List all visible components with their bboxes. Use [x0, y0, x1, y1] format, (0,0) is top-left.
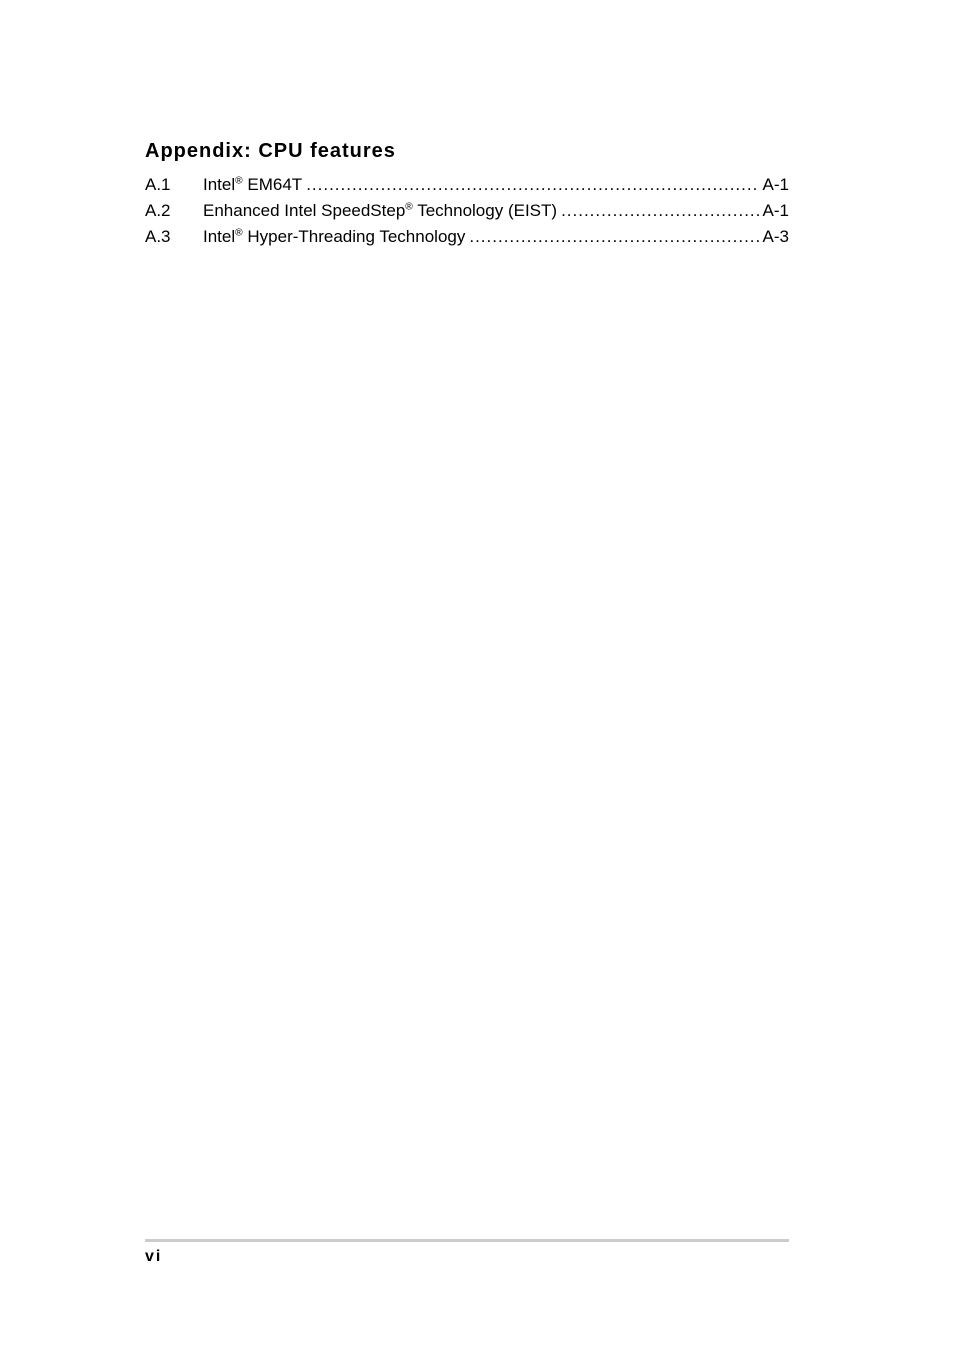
toc-leader-dots: ........................................… — [561, 201, 758, 221]
page-content: Appendix: CPU features A.1 Intel® EM64T … — [0, 0, 954, 247]
toc-page: A-1 — [763, 201, 789, 221]
toc-title: Intel® Hyper-Threading Technology — [203, 227, 465, 247]
toc-leader-dots: ........................................… — [469, 227, 758, 247]
toc-title: Enhanced Intel SpeedStep® Technology (EI… — [203, 201, 557, 221]
registered-symbol: ® — [405, 201, 413, 212]
toc-leader-dots: ........................................… — [306, 175, 758, 195]
toc-entry: A.2 Enhanced Intel SpeedStep® Technology… — [145, 201, 789, 221]
toc-page: A-3 — [763, 227, 789, 247]
toc-number: A.1 — [145, 175, 203, 195]
toc-title: Intel® EM64T — [203, 175, 302, 195]
appendix-heading: Appendix: CPU features — [145, 140, 789, 163]
registered-symbol: ® — [235, 227, 243, 238]
page-footer: vi — [145, 1239, 789, 1266]
toc-number: A.2 — [145, 201, 203, 221]
toc-number: A.3 — [145, 227, 203, 247]
toc-page: A-1 — [763, 175, 789, 195]
footer-rule — [145, 1239, 789, 1242]
toc-entry: A.1 Intel® EM64T .......................… — [145, 175, 789, 195]
page-number: vi — [145, 1248, 789, 1266]
toc-entry: A.3 Intel® Hyper-Threading Technology ..… — [145, 227, 789, 247]
registered-symbol: ® — [235, 175, 243, 186]
